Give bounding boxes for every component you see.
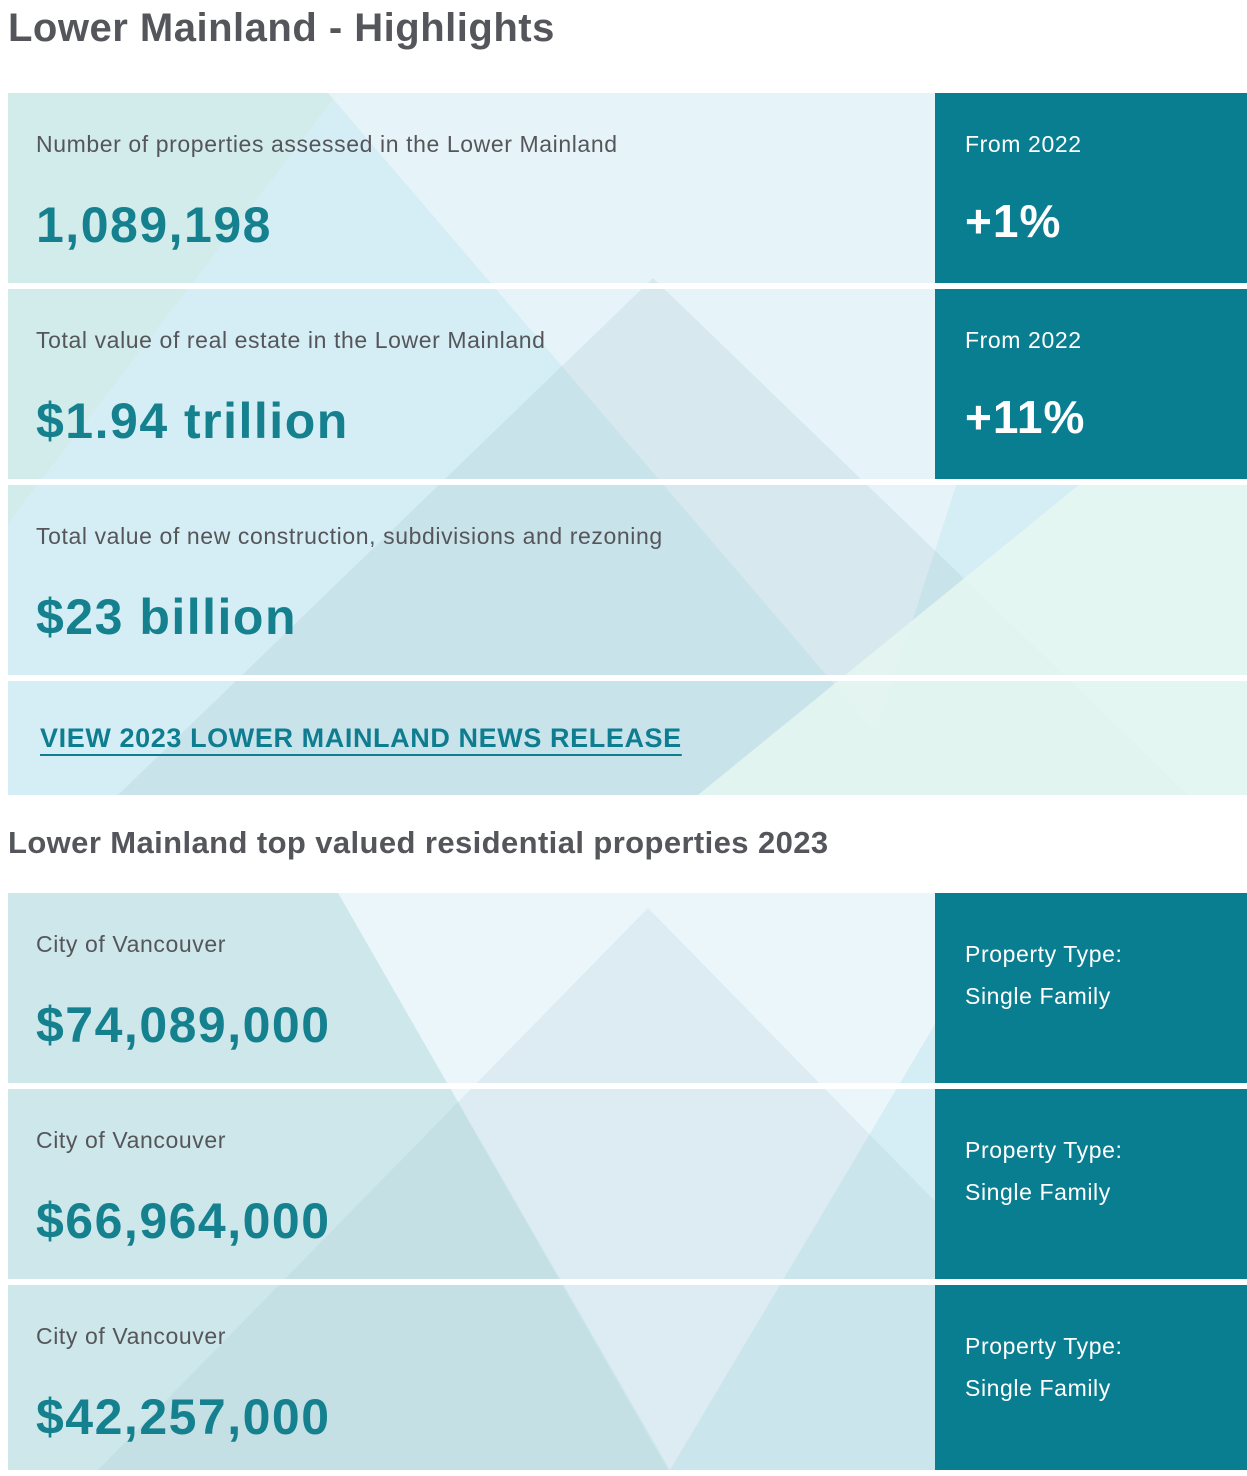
stat-value: 1,089,198 — [36, 197, 272, 253]
property-location: City of Vancouver — [36, 1323, 227, 1349]
property-type-box: Property Type: Single Family — [935, 1285, 1247, 1470]
card-divider — [8, 1279, 1247, 1285]
stat-label: Total value of new construction, subdivi… — [36, 523, 663, 549]
stat-card-body: Number of properties assessed in the Low… — [8, 93, 1247, 254]
property-location: City of Vancouver — [36, 931, 227, 957]
property-location: City of Vancouver — [36, 1127, 227, 1153]
property-type-value: Single Family — [965, 983, 1111, 1009]
stat-value: $23 billion — [36, 589, 298, 645]
background-pattern — [8, 893, 1247, 1470]
change-label: From 2022 — [965, 131, 1082, 157]
property-card-body: City of Vancouver $42,257,000 — [8, 1285, 1247, 1446]
news-release-link[interactable]: VIEW 2023 LOWER MAINLAND NEWS RELEASE — [40, 722, 682, 753]
news-release-card: VIEW 2023 LOWER MAINLAND NEWS RELEASE — [8, 681, 1247, 795]
stat-card-body: Total value of real estate in the Lower … — [8, 289, 1247, 450]
stat-label: Number of properties assessed in the Low… — [36, 131, 618, 157]
card-divider — [8, 1083, 1247, 1089]
stat-card-total-value: Total value of real estate in the Lower … — [8, 289, 1247, 479]
top-properties-card-stack: City of Vancouver $74,089,000 Property T… — [8, 893, 1247, 1470]
page-title: Lower Mainland - Highlights — [8, 6, 555, 50]
property-card: City of Vancouver $74,089,000 Property T… — [8, 893, 1247, 1083]
property-card-body: City of Vancouver $74,089,000 — [8, 893, 1247, 1054]
change-from-2022-box: From 2022 +11% — [935, 289, 1247, 479]
property-type-label: Property Type: — [965, 941, 1123, 967]
stat-value: $1.94 trillion — [36, 393, 349, 449]
stat-card-properties-assessed: Number of properties assessed in the Low… — [8, 93, 1247, 283]
property-type-value: Single Family — [965, 1375, 1111, 1401]
card-divider — [8, 479, 1247, 485]
property-type-box: Property Type: Single Family — [935, 893, 1247, 1083]
change-label: From 2022 — [965, 327, 1082, 353]
top-properties-section: City of Vancouver $74,089,000 Property T… — [8, 893, 1247, 1470]
page: Lower Mainland - Highlights Number of pr… — [0, 6, 1247, 1470]
highlights-section: Number of properties assessed in the Low… — [8, 93, 1247, 795]
property-type-label: Property Type: — [965, 1333, 1123, 1359]
card-divider — [8, 283, 1247, 289]
property-card-body: City of Vancouver $66,964,000 — [8, 1089, 1247, 1250]
stat-label: Total value of real estate in the Lower … — [36, 327, 546, 353]
property-value: $74,089,000 — [36, 997, 331, 1053]
property-value: $66,964,000 — [36, 1193, 331, 1249]
change-from-2022-box: From 2022 +1% — [935, 93, 1247, 283]
stat-card-body: Total value of new construction, subdivi… — [8, 485, 1247, 646]
property-card: City of Vancouver $42,257,000 Property T… — [8, 1285, 1247, 1470]
property-card: City of Vancouver $66,964,000 Property T… — [8, 1089, 1247, 1279]
property-type-value: Single Family — [965, 1179, 1111, 1205]
card-divider — [8, 675, 1247, 681]
property-type-box: Property Type: Single Family — [935, 1089, 1247, 1279]
change-value: +1% — [965, 195, 1062, 247]
highlights-card-stack: Number of properties assessed in the Low… — [8, 93, 1247, 795]
property-type-label: Property Type: — [965, 1137, 1123, 1163]
stat-card-new-construction: Total value of new construction, subdivi… — [8, 485, 1247, 675]
top-properties-heading: Lower Mainland top valued residential pr… — [8, 825, 829, 860]
change-value: +11% — [965, 391, 1086, 443]
property-value: $42,257,000 — [36, 1389, 331, 1445]
